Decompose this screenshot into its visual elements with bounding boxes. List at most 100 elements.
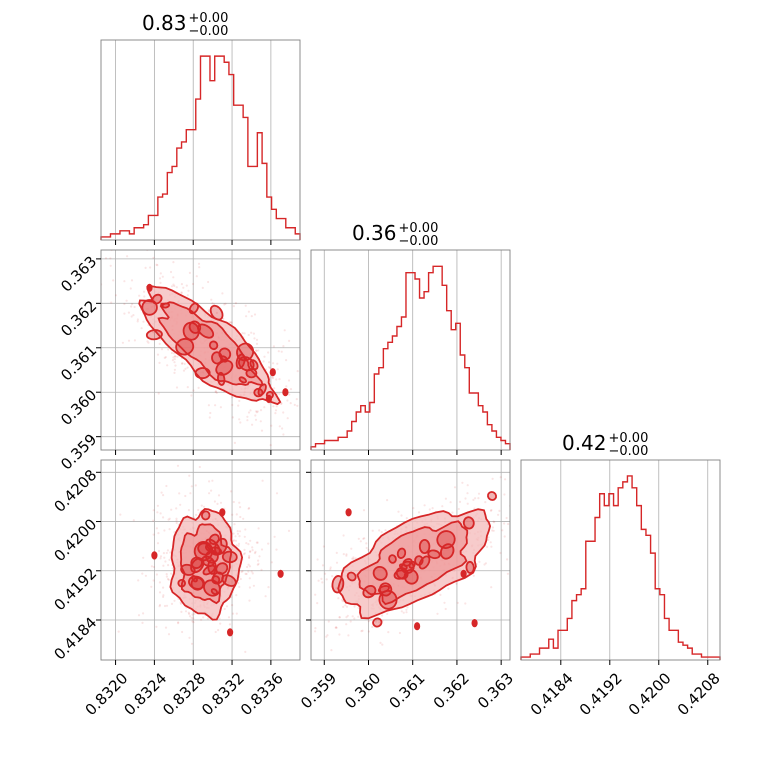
sample-point — [487, 536, 490, 539]
sample-point — [170, 285, 174, 288]
sample-point — [386, 499, 389, 502]
sample-point — [263, 406, 266, 409]
sample-point — [238, 535, 241, 538]
sample-point — [248, 586, 251, 589]
sample-point — [194, 484, 197, 487]
histogram-step-line — [100, 55, 301, 240]
contour-level-inner — [487, 491, 497, 501]
contour-outlier — [460, 569, 467, 578]
sample-point — [225, 605, 229, 608]
sample-point — [304, 388, 306, 390]
y-tick-label: 0.4192 — [51, 564, 101, 614]
sample-point — [302, 382, 304, 384]
sample-point — [282, 345, 285, 348]
sample-point — [180, 283, 183, 286]
contour-level-inner — [245, 368, 258, 379]
sample-point — [172, 261, 175, 264]
sample-point — [357, 537, 360, 540]
sample-point — [260, 429, 264, 432]
sample-point — [439, 593, 442, 597]
sample-point — [188, 636, 191, 639]
param-title-upper-2: +0.00 — [399, 221, 439, 236]
sample-point — [255, 411, 258, 414]
sample-point — [123, 280, 126, 283]
contour-outlier — [282, 388, 289, 397]
sample-point — [167, 518, 170, 521]
sample-point — [510, 550, 512, 552]
sample-point — [231, 403, 234, 407]
sample-point — [159, 512, 162, 515]
sample-point — [260, 568, 263, 572]
sample-point — [180, 610, 183, 614]
sample-point — [487, 538, 490, 542]
sample-point — [231, 604, 234, 607]
sample-point — [282, 411, 285, 414]
sample-point — [357, 615, 360, 618]
sample-point — [371, 625, 374, 629]
sample-point — [162, 586, 165, 589]
sample-point — [211, 479, 214, 482]
sample-point — [503, 493, 506, 496]
sample-point — [277, 350, 280, 353]
sample-point — [159, 555, 163, 558]
sample-point — [223, 303, 226, 306]
sample-point — [466, 492, 469, 495]
sample-point — [228, 321, 231, 324]
sample-point — [255, 349, 258, 352]
sample-point — [191, 620, 194, 623]
sample-point — [243, 332, 246, 335]
sample-point — [169, 551, 172, 554]
sample-point — [361, 629, 364, 632]
sample-point — [198, 465, 201, 469]
sample-point — [172, 283, 175, 286]
sample-point — [379, 641, 382, 645]
sample-point — [123, 302, 126, 306]
sample-point — [175, 517, 178, 520]
sample-point — [489, 541, 492, 544]
sample-point — [119, 513, 122, 516]
contour-level-inner — [377, 585, 390, 594]
histogram-step-line — [310, 265, 511, 450]
sample-point — [400, 514, 403, 517]
sample-point — [209, 411, 212, 415]
sample-point — [341, 600, 344, 603]
sample-point — [215, 391, 218, 394]
sample-point — [181, 362, 184, 365]
sample-point — [217, 629, 220, 632]
sample-point — [251, 423, 254, 426]
sample-point — [325, 635, 328, 638]
sample-point — [257, 562, 260, 566]
sample-point — [222, 317, 225, 320]
sample-point — [293, 403, 296, 406]
sample-point — [367, 548, 370, 552]
sample-point — [304, 570, 306, 572]
sample-point — [365, 542, 368, 545]
sample-point — [236, 532, 240, 535]
sample-point — [451, 511, 454, 514]
y-tick-label: 0.4208 — [51, 466, 101, 516]
sample-point — [182, 369, 186, 372]
sample-point — [159, 557, 162, 560]
sample-point — [173, 371, 176, 374]
sample-point — [160, 491, 163, 494]
sample-point — [157, 392, 160, 395]
sample-point — [142, 612, 145, 615]
sample-point — [335, 587, 338, 590]
sample-point — [132, 314, 135, 317]
sample-point — [164, 626, 168, 629]
sample-point — [386, 612, 389, 616]
contour-level-inner — [209, 304, 224, 321]
sample-point — [117, 630, 120, 633]
sample-point — [303, 630, 305, 632]
contour-level-inner — [221, 550, 238, 564]
sample-point — [155, 527, 158, 530]
sample-point — [359, 540, 362, 543]
sample-point — [321, 581, 324, 584]
sample-point — [214, 404, 217, 407]
contour-level-inner — [236, 342, 255, 362]
sample-point — [109, 264, 112, 267]
sample-point — [443, 601, 446, 604]
sample-point — [170, 508, 173, 511]
sample-point — [254, 418, 258, 421]
sample-point — [164, 356, 167, 359]
